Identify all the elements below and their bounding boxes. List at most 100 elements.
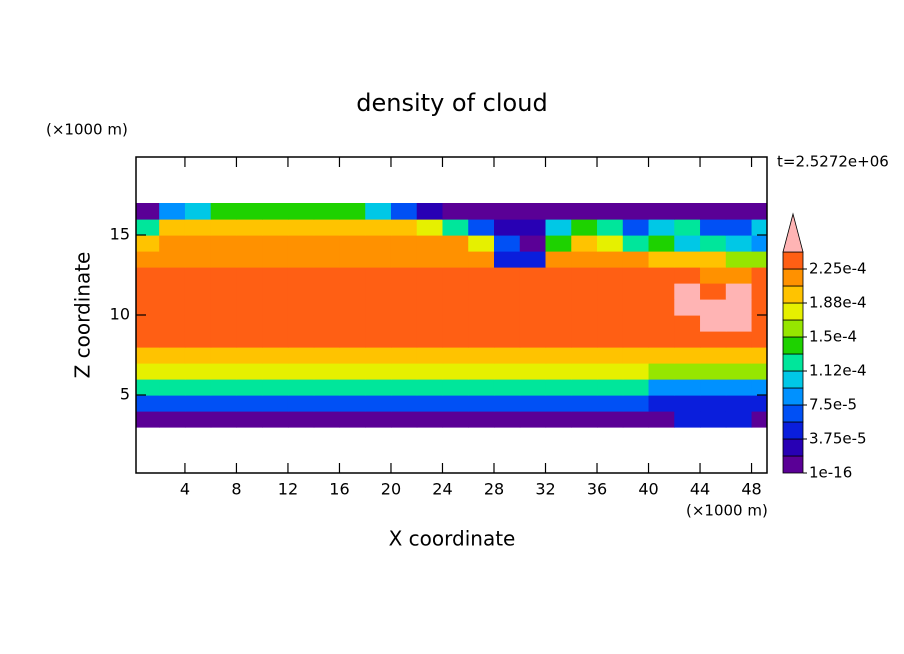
field-cell: [725, 379, 753, 396]
field-cell: [493, 363, 521, 380]
field-cell: [365, 331, 392, 348]
field-cell: [442, 347, 469, 364]
field-cell: [751, 315, 767, 332]
field-cell: [597, 315, 624, 332]
field-cell: [545, 347, 572, 364]
colorbar-level: [782, 285, 804, 304]
field-cell: [674, 219, 701, 236]
field-cell: [287, 235, 315, 252]
field-cell: [493, 315, 521, 332]
field-cell: [416, 363, 444, 380]
field-cell: [442, 203, 469, 220]
field-cell: [210, 251, 238, 268]
field-cell: [184, 283, 212, 300]
field-cell: [236, 251, 263, 268]
field-cell: [136, 331, 160, 348]
field-cell: [184, 395, 212, 412]
colorbar-level: [782, 268, 804, 287]
field-cell: [339, 283, 366, 300]
field-cell: [365, 219, 392, 236]
field-cell: [287, 267, 315, 284]
field-cell: [236, 379, 263, 396]
field-cell: [365, 315, 392, 332]
field-cell: [674, 235, 701, 252]
field-cell: [365, 379, 392, 396]
field-cell: [236, 267, 263, 284]
field-cell: [159, 363, 186, 380]
field-cell: [493, 235, 521, 252]
field-cell: [262, 379, 289, 396]
field-cell: [468, 267, 495, 284]
field-cell: [442, 363, 469, 380]
field-cell: [236, 363, 263, 380]
field-cell: [648, 299, 675, 316]
field-cell: [416, 251, 444, 268]
field-cell: [136, 251, 160, 268]
field-cell: [159, 315, 186, 332]
field-cell: [597, 251, 624, 268]
field-cell: [519, 395, 547, 412]
field-cell: [287, 315, 315, 332]
colorbar-extend: [782, 212, 804, 253]
field-cell: [339, 203, 366, 220]
field-cell: [236, 315, 263, 332]
field-cell: [751, 379, 767, 396]
field-cell: [622, 379, 650, 396]
field-cell: [287, 347, 315, 364]
field-cell: [519, 331, 547, 348]
field-cell: [236, 411, 263, 428]
field-cell: [519, 315, 547, 332]
field-cell: [262, 251, 289, 268]
colorbar-tick-label: 7.5e-5: [809, 396, 857, 414]
colorbar-level: [782, 353, 804, 372]
field-cell: [648, 315, 675, 332]
field-cell: [442, 283, 469, 300]
field-cell: [519, 219, 547, 236]
field-cell: [545, 299, 572, 316]
field-cell: [390, 379, 418, 396]
field-cell: [184, 363, 212, 380]
field-cell: [262, 203, 289, 220]
field-cell: [700, 219, 727, 236]
x-tick-label: 4: [180, 480, 190, 499]
colorbar-level: [782, 404, 804, 423]
field-cell: [597, 203, 624, 220]
field-cell: [159, 235, 186, 252]
field-cell: [236, 395, 263, 412]
field-cell: [236, 235, 263, 252]
field-cell: [390, 251, 418, 268]
field-cell: [262, 283, 289, 300]
field-cell: [365, 283, 392, 300]
field-cell: [313, 235, 341, 252]
field-cell: [648, 379, 675, 396]
field-cell: [416, 283, 444, 300]
field-cell: [313, 347, 341, 364]
field-cell: [365, 251, 392, 268]
field-cell: [545, 203, 572, 220]
field-cell: [751, 347, 767, 364]
field-cell: [725, 283, 753, 300]
field-cell: [210, 283, 238, 300]
field-cell: [390, 235, 418, 252]
field-cell: [287, 395, 315, 412]
x-unit: (×1000 m): [686, 502, 768, 520]
field-cell: [725, 219, 753, 236]
field-cell: [597, 219, 624, 236]
field-cell: [751, 411, 767, 428]
field-cell: [184, 219, 212, 236]
field-cell: [236, 203, 263, 220]
x-tick-label: 36: [587, 480, 607, 499]
field-cell: [622, 331, 650, 348]
colorbar-level: [782, 370, 804, 389]
field-cell: [313, 283, 341, 300]
field-cell: [365, 395, 392, 412]
x-tick-label: 16: [329, 480, 349, 499]
field-cell: [136, 315, 160, 332]
field-cell: [571, 379, 598, 396]
field-cell: [597, 267, 624, 284]
field-cell: [622, 299, 650, 316]
field-cell: [287, 363, 315, 380]
field-cell: [751, 299, 767, 316]
x-tick-label: 48: [741, 480, 761, 499]
